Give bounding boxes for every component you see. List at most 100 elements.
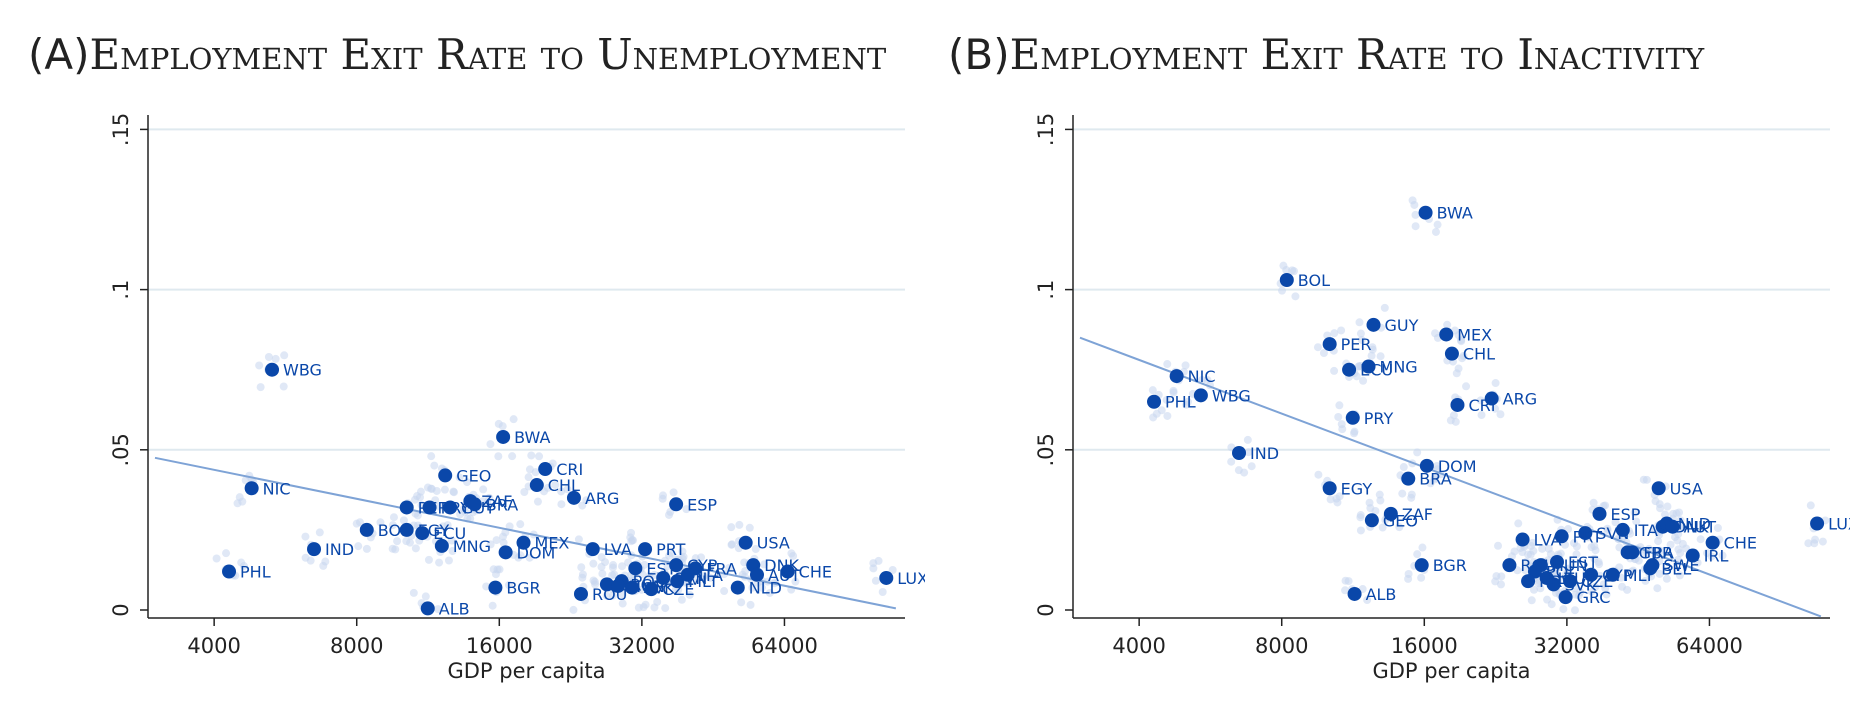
background-dot [1163, 411, 1172, 420]
background-dot [393, 537, 402, 546]
background-dot [1547, 600, 1556, 609]
background-dot [1521, 566, 1530, 575]
background-dot [354, 542, 363, 551]
background-dot [1476, 396, 1485, 405]
background-dot [447, 536, 456, 545]
background-dot [699, 572, 708, 581]
x-tick-label: 64000 [751, 634, 818, 658]
background-dot [751, 545, 760, 554]
data-point [1554, 529, 1569, 544]
background-dot [1356, 526, 1365, 535]
background-dot [1602, 590, 1611, 599]
background-dot [1356, 511, 1365, 520]
background-dot [1676, 549, 1685, 558]
data-point [307, 542, 322, 557]
background-dot [589, 559, 598, 568]
background-dot [1673, 536, 1682, 545]
background-dot [1291, 292, 1300, 301]
background-dot [1341, 586, 1350, 595]
background-dot [1162, 395, 1171, 404]
point-label: BRA [486, 495, 518, 514]
background-dot [1354, 362, 1363, 371]
background-dot [1587, 587, 1596, 596]
point-label: MLT [1624, 566, 1655, 585]
point-label: CHE [799, 563, 832, 582]
y-tick-label: .05 [1034, 433, 1058, 466]
x-axis-title: GDP per capita [447, 659, 605, 683]
background-dot [618, 599, 627, 608]
x-tick-label: 64000 [1676, 634, 1743, 658]
background-dot [1244, 448, 1253, 457]
background-dot [444, 556, 453, 565]
point-label: FRA [706, 559, 737, 578]
background-dot [1363, 596, 1372, 605]
background-dot [461, 507, 470, 516]
background-dot [557, 487, 566, 496]
data-point [730, 580, 745, 595]
background-dot [1330, 329, 1339, 338]
panel-b-label: (B) [948, 30, 1010, 79]
point-label: PHL [1165, 393, 1196, 412]
point-label: CHL [548, 476, 580, 495]
background-dot [1594, 557, 1603, 566]
point-label: GUY [1385, 316, 1419, 335]
background-dot [1279, 261, 1288, 270]
y-tick-label: .1 [109, 280, 133, 300]
data-point [1347, 586, 1362, 601]
data-point [1193, 388, 1208, 403]
background-dot [1536, 584, 1545, 593]
background-dot [1407, 493, 1416, 502]
data-point [1605, 567, 1620, 582]
background-dot [485, 493, 494, 502]
x-tick-label: 16000 [466, 634, 533, 658]
background-dot [525, 465, 534, 474]
data-point [1651, 481, 1666, 496]
data-point [1418, 205, 1433, 220]
data-point [644, 582, 659, 597]
background-dot [697, 553, 706, 562]
background-dot [1589, 498, 1598, 507]
background-dot [1152, 409, 1161, 418]
background-dot [871, 576, 880, 585]
data-point [566, 490, 581, 505]
background-dot [315, 528, 324, 537]
background-dot [1641, 576, 1650, 585]
point-label: BWA [1437, 204, 1473, 223]
point-label: CZE [662, 580, 694, 599]
background-dot [1713, 523, 1722, 532]
point-label: EGY [1341, 479, 1373, 498]
background-dot [525, 553, 534, 562]
background-dot [1413, 550, 1422, 559]
background-dot [639, 603, 648, 612]
background-dot [1356, 329, 1365, 338]
x-tick-label: 4000 [187, 634, 240, 658]
data-point [1279, 272, 1294, 287]
background-dot [1696, 535, 1705, 544]
background-dot [1666, 540, 1675, 549]
background-dot [1526, 542, 1535, 551]
background-dot [745, 523, 754, 532]
data-point [244, 481, 259, 496]
data-point [1558, 590, 1573, 605]
background-dot [1411, 210, 1420, 219]
background-dot [748, 583, 757, 592]
background-dot [869, 559, 878, 568]
background-dot [1355, 318, 1364, 327]
point-label: EST [646, 559, 676, 578]
background-dot [1656, 504, 1665, 513]
background-dot [1806, 501, 1815, 510]
point-label: IND [325, 540, 354, 559]
background-dot [499, 532, 508, 541]
data-point [529, 478, 544, 493]
background-dot [1661, 510, 1670, 519]
background-dot [1655, 569, 1664, 578]
data-point [1705, 535, 1720, 550]
background-dot [650, 603, 659, 612]
background-dot [402, 537, 411, 546]
background-dot [321, 557, 330, 566]
data-point [422, 500, 437, 515]
data-point [1322, 337, 1337, 352]
background-dot [1366, 504, 1375, 513]
background-dot [479, 485, 488, 494]
background-dot [1443, 320, 1452, 329]
